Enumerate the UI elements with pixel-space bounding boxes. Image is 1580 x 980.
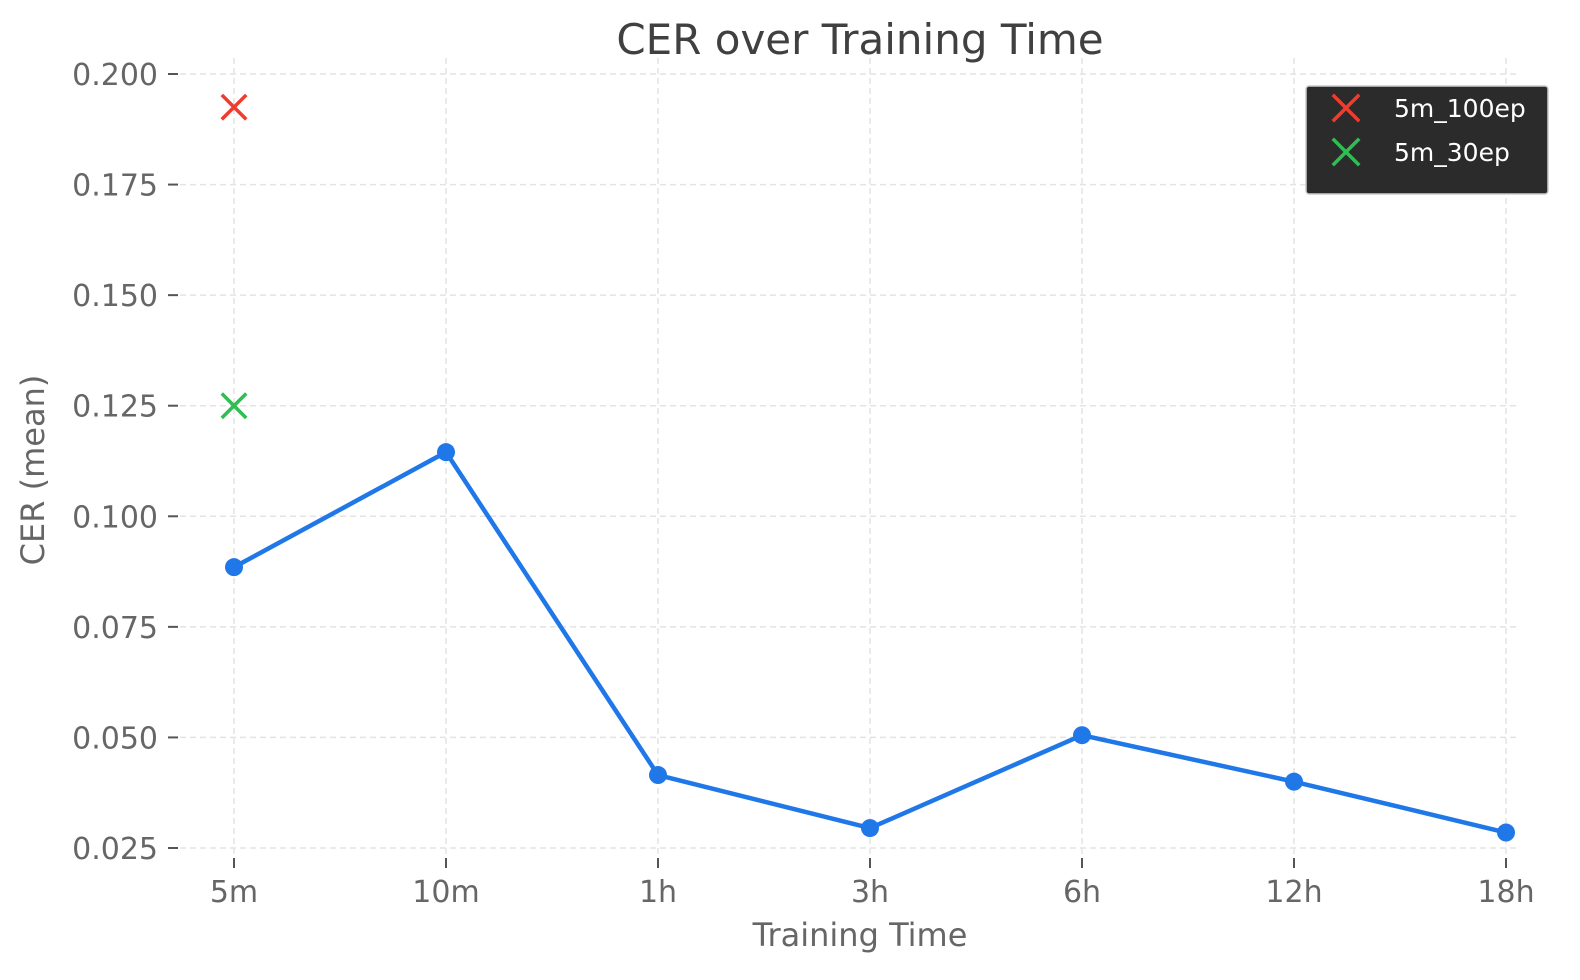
y-tick-label: 0.025 [72,832,158,867]
chart-title: CER over Training Time [616,15,1103,64]
x-axis-label: Training Time [752,916,968,954]
x-tick-label: 6h [1063,875,1101,910]
y-axis-label: CER (mean) [14,375,52,566]
x-axis: 5m 10m 1h 3h 6h 12h 18h [210,858,1535,910]
y-tick-label: 0.200 [72,58,158,93]
grid-layer [180,58,1520,855]
y-tick-label: 0.075 [72,611,158,646]
x-tick-label: 1h [639,875,677,910]
extra-point-marker [220,392,248,420]
legend-label: 5m_30ep [1394,138,1510,167]
data-point [225,558,243,577]
legend-label: 5m_100ep [1394,94,1526,123]
y-tick-label: 0.100 [72,500,158,535]
y-tick-label: 0.150 [72,279,158,314]
extra-points-layer [220,93,248,420]
y-tick-label: 0.050 [72,721,158,756]
legend-box [1305,85,1549,195]
data-point [437,443,455,462]
data-point [1497,823,1515,842]
y-axis: 0.025 0.050 0.075 0.100 0.125 0.150 0.175 0.200 [72,58,178,867]
extra-point-marker [220,93,248,121]
legend-marker [1331,137,1361,167]
data-point [1285,772,1303,791]
y-tick-label: 0.125 [72,390,158,425]
data-point [649,766,667,785]
data-point [1073,726,1091,745]
x-tick-label: 18h [1477,875,1534,910]
data-point [861,819,879,838]
legend-marker [1331,93,1361,123]
legend: 5m_100ep 5m_30ep [1305,85,1549,195]
x-tick-label: 10m [412,875,479,910]
x-tick-label: 5m [210,875,258,910]
series-layer [225,443,1515,842]
y-tick-label: 0.175 [72,169,158,204]
x-tick-label: 3h [851,875,889,910]
x-tick-label: 12h [1265,875,1322,910]
